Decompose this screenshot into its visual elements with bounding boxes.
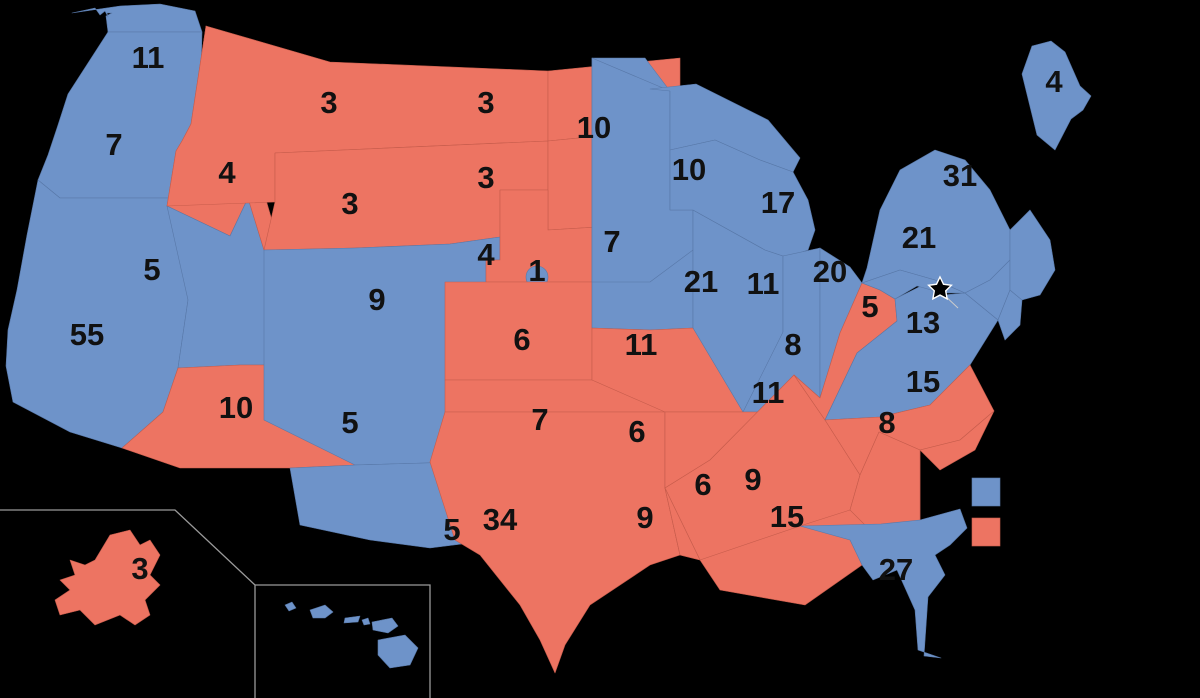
svg-text:13: 13 — [906, 305, 940, 340]
svg-text:1: 1 — [528, 253, 545, 288]
svg-text:11: 11 — [752, 375, 785, 410]
svg-text:7: 7 — [603, 224, 620, 259]
svg-text:7: 7 — [531, 402, 548, 437]
svg-text:10: 10 — [672, 152, 706, 187]
svg-text:15: 15 — [770, 499, 804, 534]
svg-text:5: 5 — [143, 252, 160, 287]
svg-text:17: 17 — [761, 185, 795, 220]
svg-text:9: 9 — [636, 500, 653, 535]
svg-text:6: 6 — [513, 322, 530, 357]
svg-text:4: 4 — [218, 155, 236, 190]
svg-text:10: 10 — [577, 110, 611, 145]
svg-text:11: 11 — [625, 327, 658, 362]
svg-text:21: 21 — [684, 264, 718, 299]
svg-text:9: 9 — [368, 282, 385, 317]
svg-text:3: 3 — [131, 551, 148, 586]
svg-text:10: 10 — [219, 390, 253, 425]
svg-text:3: 3 — [320, 85, 337, 120]
svg-text:11: 11 — [132, 40, 165, 75]
svg-text:34: 34 — [483, 502, 518, 537]
svg-text:6: 6 — [628, 414, 645, 449]
svg-text:27: 27 — [879, 552, 913, 587]
svg-text:5: 5 — [341, 405, 358, 440]
svg-text:5: 5 — [443, 512, 460, 547]
svg-text:21: 21 — [902, 220, 936, 255]
svg-text:8: 8 — [784, 327, 801, 362]
svg-text:5: 5 — [861, 289, 878, 324]
svg-text:15: 15 — [906, 364, 940, 399]
svg-text:11: 11 — [747, 266, 780, 301]
svg-text:8: 8 — [878, 405, 895, 440]
svg-text:3: 3 — [477, 160, 494, 195]
svg-text:3: 3 — [477, 85, 494, 120]
svg-text:3: 3 — [341, 186, 358, 221]
svg-text:4: 4 — [477, 237, 495, 272]
svg-text:6: 6 — [694, 467, 711, 502]
svg-text:31: 31 — [943, 158, 977, 193]
svg-text:20: 20 — [813, 254, 847, 289]
svg-text:7: 7 — [105, 127, 122, 162]
svg-text:9: 9 — [744, 462, 761, 497]
svg-text:4: 4 — [1045, 64, 1063, 99]
svg-text:55: 55 — [70, 317, 104, 352]
